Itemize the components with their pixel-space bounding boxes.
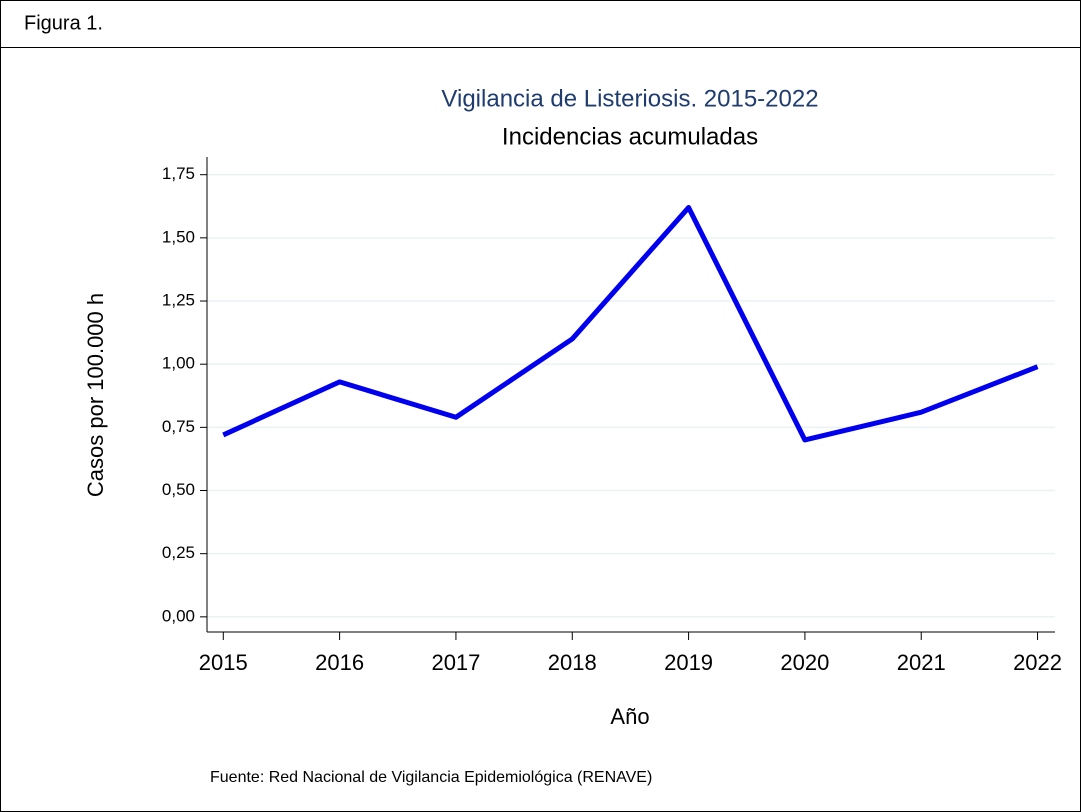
x-tick-label: 2021 [897,650,946,675]
x-tick-label: 2016 [315,650,364,675]
data-line [222,205,1039,443]
x-axis-label: Año [610,704,649,729]
x-tick-label: 2015 [199,650,248,675]
y-tick-label: 1,00 [162,354,195,373]
y-tick-label: 1,75 [162,164,195,183]
y-tick-label: 0,00 [162,606,195,625]
y-tick-label: 1,25 [162,291,195,310]
x-tick-label: 2022 [1013,650,1062,675]
y-tick-label: 1,50 [162,227,195,246]
source-note: Fuente: Red Nacional de Vigilancia Epide… [210,769,652,786]
x-tick-label: 2019 [664,650,713,675]
y-tick-label: 0,25 [162,543,195,562]
figure-label: Figura 1. [24,12,103,34]
chart-subtitle: Incidencias acumuladas [502,123,758,150]
y-tick-label: 0,50 [162,480,195,499]
x-tick-label: 2017 [431,650,480,675]
x-tick-label: 2020 [780,650,829,675]
x-tick-label: 2018 [548,650,597,675]
y-axis-label: Casos por 100.000 h [83,293,108,497]
y-tick-label: 0,75 [162,417,195,436]
chart-title: Vigilancia de Listeriosis. 2015-2022 [441,85,818,112]
